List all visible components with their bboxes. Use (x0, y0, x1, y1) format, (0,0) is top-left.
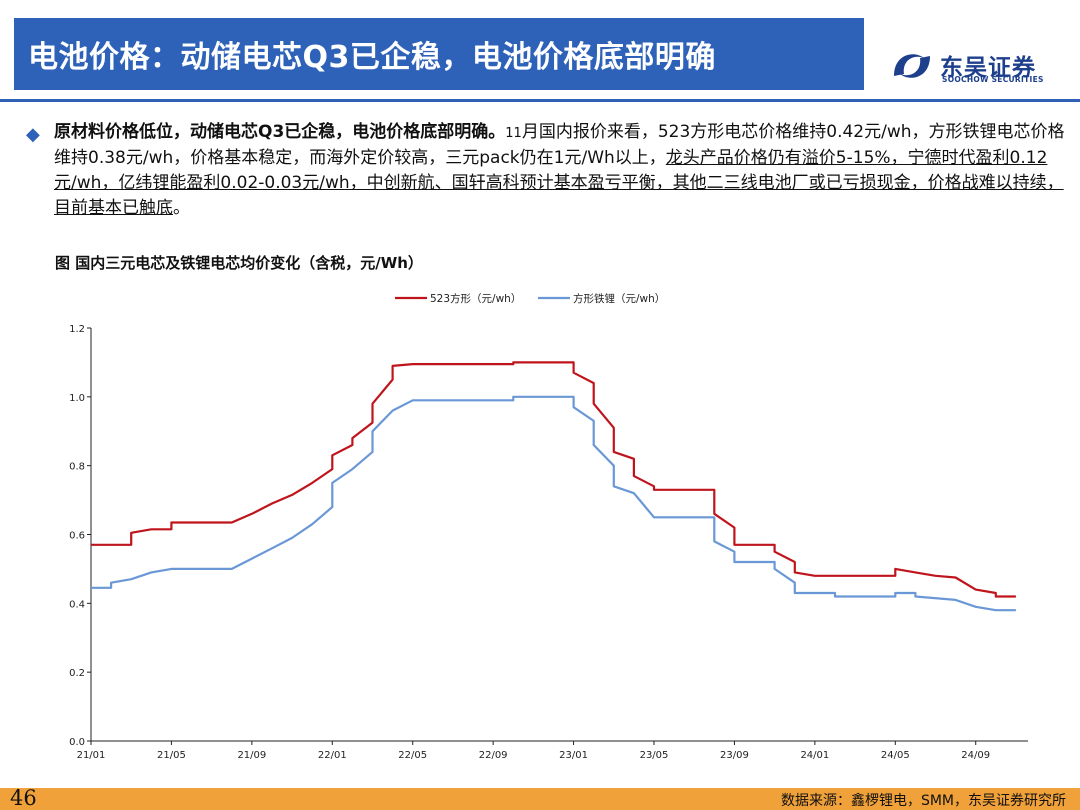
y-tick-label: 1.0 (69, 393, 85, 404)
page-title: 电池价格：动储电芯Q3已企稳，电池价格底部明确 (28, 40, 716, 75)
page-number: 46 (10, 786, 37, 810)
x-tick-label: 23/01 (559, 750, 588, 761)
bullet-month: 11 (505, 126, 522, 141)
bullet-body: 原材料价格低位，动储电芯Q3已企稳，电池价格底部明确。11月国内报价来看，523… (54, 120, 1066, 221)
bullet-underlined-text: 龙头产品价格仍有溢价5-15%，宁德时代盈利0.12元/wh，亿纬锂能盈利0.0… (54, 148, 1064, 218)
bullet-text: 月国内报价来看，523方形电芯价格维持0.42元/wh，方形铁锂电芯价格维持0.… (54, 122, 1065, 168)
x-tick-label: 21/01 (77, 750, 106, 761)
y-tick-label: 0.0 (69, 737, 85, 748)
x-tick-label: 23/05 (640, 750, 669, 761)
x-tick-label: 21/05 (157, 750, 186, 761)
figure-caption: 图 国内三元电芯及铁锂电芯均价变化（含税，元/Wh） (55, 254, 423, 272)
x-tick-label: 22/09 (479, 750, 508, 761)
y-tick-label: 0.4 (69, 599, 85, 610)
x-tick-label: 23/09 (720, 750, 749, 761)
footer-bar (0, 788, 1080, 810)
series-line-1 (91, 361, 1016, 598)
y-tick-label: 1.2 (69, 324, 85, 335)
x-tick-label: 24/01 (800, 750, 829, 761)
bullet-end: 。 (173, 198, 190, 218)
header-divider (0, 99, 1080, 102)
bullet-lead: 原材料价格低位，动储电芯Q3已企稳，电池价格底部明确。 (54, 122, 506, 142)
y-tick-label: 0.6 (69, 531, 85, 542)
bullet-paragraph: ◆ 原材料价格低位，动储电芯Q3已企稳，电池价格底部明确。11月国内报价来看，5… (26, 120, 1066, 221)
line-chart: 0.0 0.2 0.4 0.6 0.8 1.0 1.2 21/01 21/05 21/09 22/0… (69, 292, 1028, 761)
brand-logo: 东吴证券 SOOCHOW SECURITIES (890, 44, 1070, 88)
legend-label-2: 方形铁锂（元/wh） (573, 292, 665, 305)
logo-en-text: SOOCHOW SECURITIES (942, 75, 1044, 84)
x-tick-label: 24/05 (881, 750, 910, 761)
y-tick-label: 0.8 (69, 462, 85, 473)
diamond-bullet-icon: ◆ (26, 124, 40, 145)
x-tick-label: 21/09 (237, 750, 266, 761)
data-source: 数据来源：鑫椤锂电，SMM，东吴证券研究所 (780, 793, 1066, 809)
logo-mark-icon (894, 54, 930, 78)
x-tick-label: 22/01 (318, 750, 347, 761)
x-tick-label: 22/05 (398, 750, 427, 761)
logo-cn-text: 东吴证券 (940, 54, 1036, 81)
y-tick-label: 0.2 (69, 668, 85, 679)
legend-label-1: 523方形（元/wh） (430, 292, 521, 305)
series-line-2 (91, 395, 1016, 612)
x-tick-label: 24/09 (961, 750, 990, 761)
title-bar: 电池价格：动储电芯Q3已企稳，电池价格底部明确 (14, 18, 864, 90)
